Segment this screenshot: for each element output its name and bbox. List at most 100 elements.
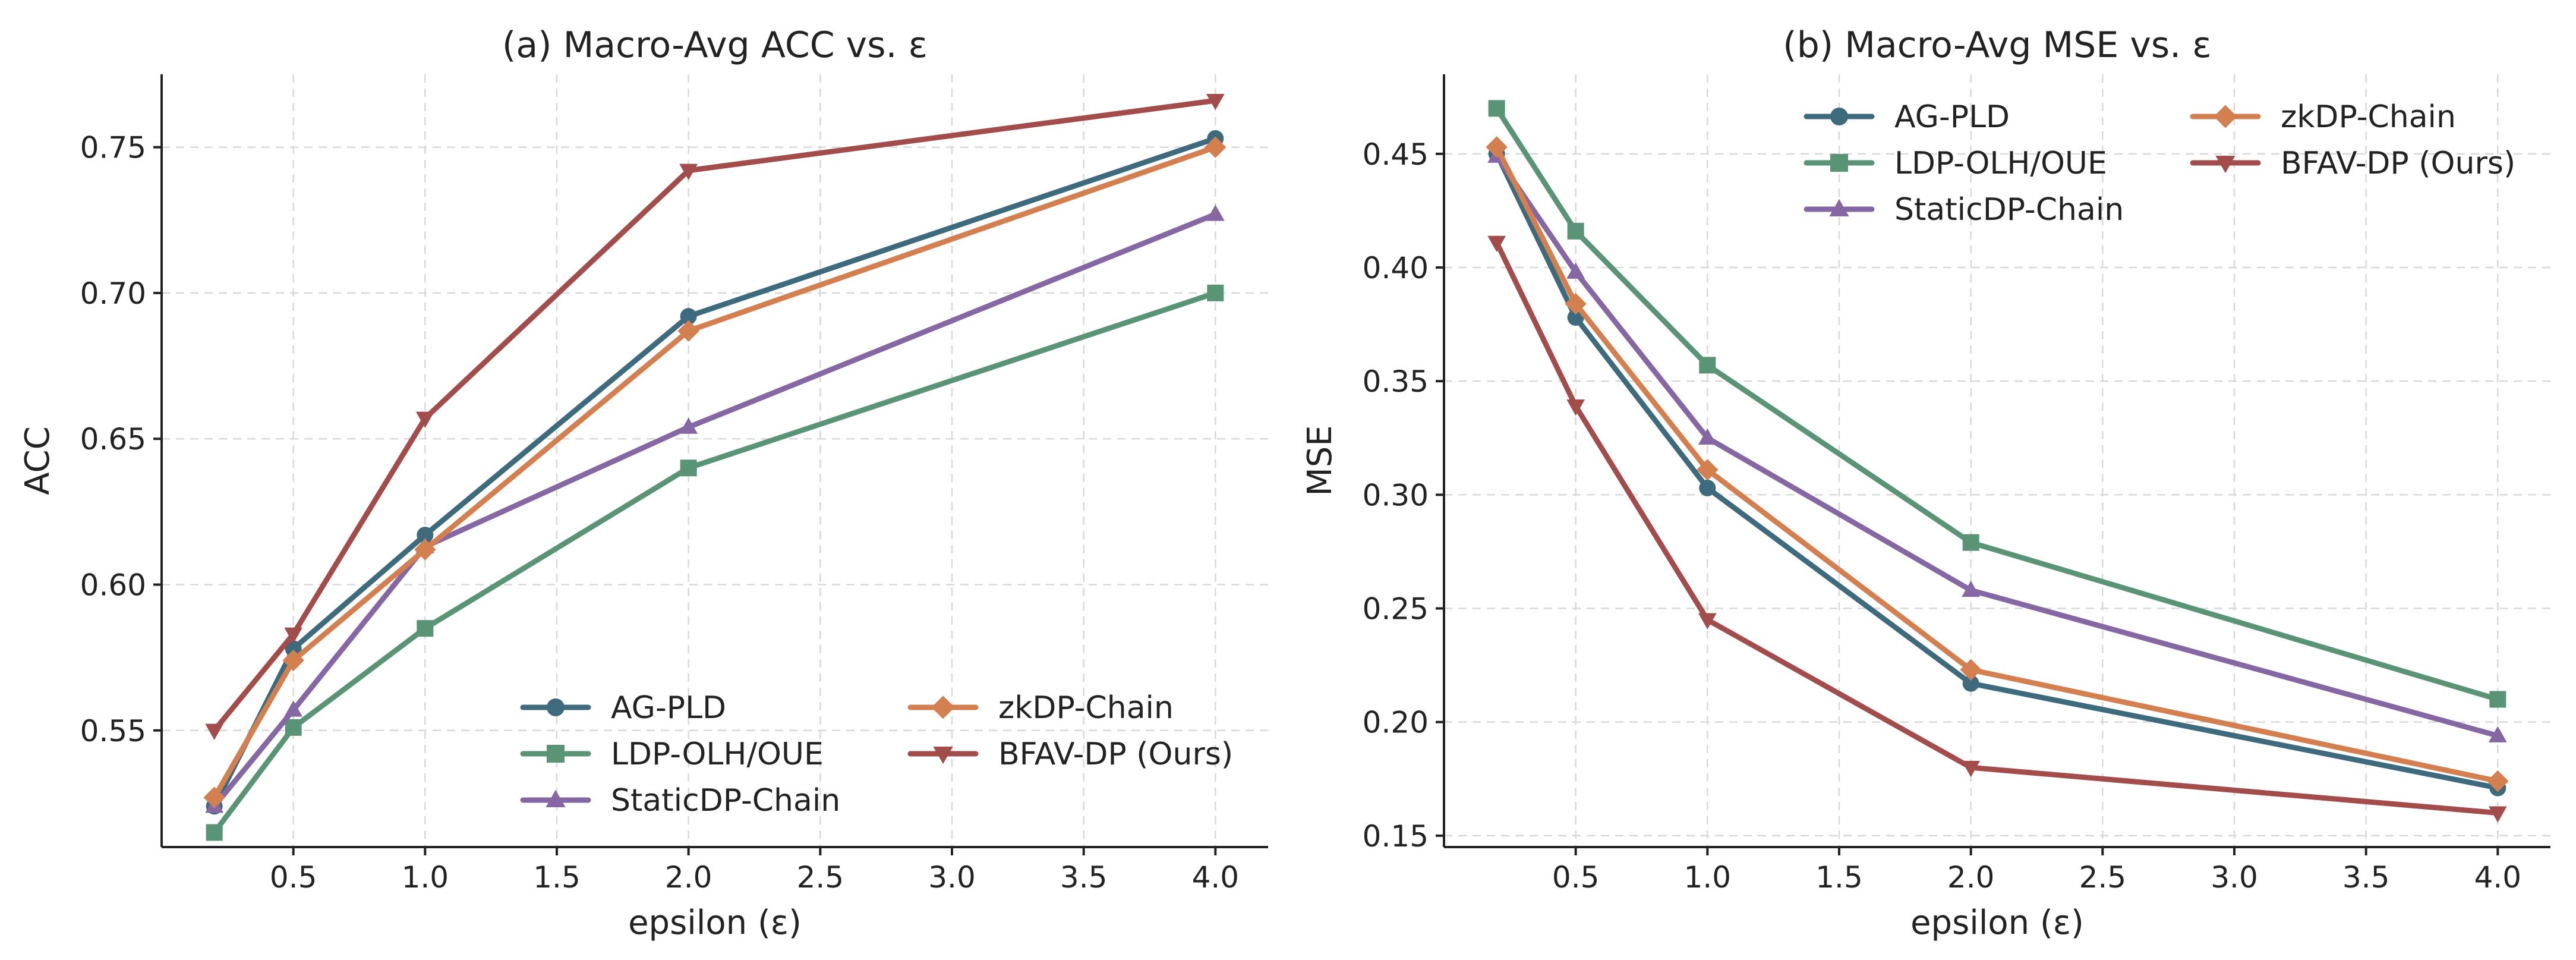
legend-marker <box>546 789 566 807</box>
legend-item: zkDP-Chain <box>2190 99 2456 135</box>
data-point <box>206 824 223 841</box>
y-tick-label: 0.70 <box>80 276 146 311</box>
data-point <box>1565 292 1587 315</box>
x-tick-label: 0.5 <box>270 860 317 895</box>
panel-title: (a) Macro-Avg ACC vs. ε <box>502 24 928 66</box>
data-point <box>1962 580 1981 597</box>
legend-item: LDP-OLH/OUE <box>520 736 824 772</box>
data-point <box>1486 136 1508 158</box>
x-tick-label: 4.0 <box>2474 860 2522 895</box>
data-point <box>1698 613 1717 629</box>
series-line <box>1494 153 2501 739</box>
y-tick-label: 0.15 <box>1363 819 1429 854</box>
x-tick-label: 2.5 <box>2079 860 2127 895</box>
data-point <box>1566 262 1585 279</box>
y-tick-label: 0.35 <box>1363 364 1429 399</box>
x-tick-label: 3.5 <box>2342 860 2390 895</box>
x-tick-label: 2.0 <box>665 860 712 895</box>
legend: AG-PLD LDP-OLH/OUE StaticDP-Chain zkDP-Chai… <box>1803 99 2515 228</box>
legend-item: StaticDP-Chain <box>520 783 840 819</box>
x-tick-label: 3.0 <box>2211 860 2258 895</box>
data-point <box>1697 459 1719 481</box>
data-point <box>205 723 224 740</box>
x-axis-label: epsilon (ε) <box>1910 904 2084 942</box>
legend-marker <box>1830 108 1848 125</box>
legend-marker <box>547 698 565 716</box>
legend-label: AG-PLD <box>1894 99 2010 135</box>
data-point <box>1488 100 1505 117</box>
data-point <box>679 417 698 434</box>
y-axis-label: ACC <box>18 426 57 495</box>
series-ldp-olh-oue <box>206 284 1224 841</box>
x-tick-label: 3.0 <box>928 860 976 895</box>
y-tick-label: 0.30 <box>1363 478 1429 512</box>
legend-marker <box>1829 199 1849 216</box>
series-zkdp-chain <box>1486 136 2509 792</box>
series-staticdp-chain <box>1487 146 2507 742</box>
data-point <box>1487 235 1506 253</box>
data-point <box>203 786 225 808</box>
legend-label: zkDP-Chain <box>2281 99 2456 135</box>
data-point <box>282 649 304 672</box>
legend: AG-PLD LDP-OLH/OUE StaticDP-Chain zkDP-Chai… <box>520 690 1233 819</box>
legend-label: LDP-OLH/OUE <box>1894 146 2107 181</box>
data-point <box>1205 136 1226 158</box>
data-point <box>284 627 303 644</box>
grid <box>162 74 1268 847</box>
legend-label: zkDP-Chain <box>998 690 1174 726</box>
legend-label: StaticDP-Chain <box>611 783 840 819</box>
legend-label: AG-PLD <box>611 690 726 726</box>
data-point <box>1699 357 1716 374</box>
x-tick-label: 3.5 <box>1060 860 1108 895</box>
x-tick-label: 4.0 <box>1192 860 1240 895</box>
data-point <box>1962 675 1979 692</box>
data-point <box>1698 428 1717 445</box>
data-point <box>1566 399 1585 416</box>
data-point <box>1962 534 1979 551</box>
legend-item: StaticDP-Chain <box>1803 192 2124 228</box>
y-tick-label: 0.75 <box>80 131 146 165</box>
series-bfav-dp-ours <box>205 93 1225 740</box>
y-tick-label: 0.25 <box>1363 592 1429 627</box>
panel-title: (b) Macro-Avg MSE vs. ε <box>1783 24 2211 66</box>
x-tick-label: 0.5 <box>1552 860 1600 895</box>
series-line <box>1494 240 2501 816</box>
x-tick-label: 1.5 <box>1815 860 1863 895</box>
legend-marker <box>2215 156 2236 174</box>
data-point <box>1699 479 1716 496</box>
data-point <box>2488 806 2507 823</box>
data-point <box>417 620 434 637</box>
x-tick-label: 1.5 <box>533 860 581 895</box>
x-tick-label: 1.0 <box>1684 860 1732 895</box>
legend-label: BFAV-DP (Ours) <box>2281 146 2515 181</box>
y-tick-label: 0.60 <box>80 568 146 602</box>
y-axis-label: MSE <box>1301 425 1339 496</box>
data-point <box>414 539 436 561</box>
grid <box>1444 74 2550 847</box>
legend-label: StaticDP-Chain <box>1894 192 2124 228</box>
legend-marker <box>931 695 955 719</box>
y-tick-label: 0.20 <box>1363 706 1429 740</box>
legend-label: BFAV-DP (Ours) <box>998 736 1233 772</box>
series-zkdp-chain <box>203 136 1226 808</box>
data-point <box>680 459 697 477</box>
legend-item: LDP-OLH/OUE <box>1803 146 2107 181</box>
x-tick-label: 1.0 <box>402 860 449 895</box>
data-point <box>1206 204 1225 221</box>
legend-item: BFAV-DP (Ours) <box>907 736 1233 772</box>
data-point <box>677 320 699 342</box>
panel-a: 0.5 1.0 1.5 2.0 2.5 3.0 3.5 4.0 0.55 0.60 0.65 0.70… <box>18 24 1268 942</box>
legend-item: zkDP-Chain <box>907 690 1174 726</box>
data-point <box>1960 659 1982 681</box>
y-tick-label: 0.40 <box>1363 251 1429 285</box>
legend-item: BFAV-DP (Ours) <box>2190 146 2515 181</box>
series-ag-pld <box>1488 145 2506 797</box>
data-point <box>1206 93 1225 111</box>
data-point <box>1207 284 1224 301</box>
legend-marker <box>2214 105 2237 128</box>
series-ldp-olh-oue <box>1488 100 2506 708</box>
panel-b: 0.5 1.0 1.5 2.0 2.5 3.0 3.5 4.0 0.15 0.20 0.25 0.30… <box>1301 24 2550 942</box>
data-point <box>284 700 303 717</box>
legend-marker <box>1830 154 1848 172</box>
